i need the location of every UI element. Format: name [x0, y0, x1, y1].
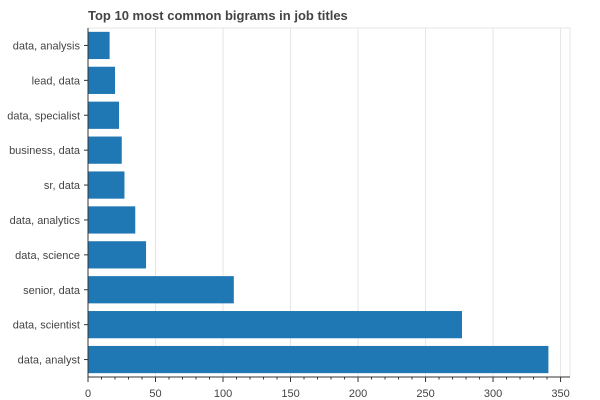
y-tick-label: senior, data	[23, 285, 81, 297]
y-tick-label: data, analytics	[10, 215, 81, 227]
y-tick-label: data, science	[15, 250, 80, 262]
bars-layer	[88, 31, 549, 374]
bar	[88, 31, 110, 60]
x-tick-label: 200	[349, 388, 367, 400]
bar	[88, 206, 136, 234]
y-tick-label: data, scientist	[13, 320, 80, 332]
y-tick-label: data, specialist	[7, 110, 80, 122]
x-tick-label: 350	[551, 388, 569, 400]
axes-layer	[84, 28, 570, 382]
y-tick-label: business, data	[9, 145, 81, 157]
bar	[88, 345, 549, 374]
y-tick-label: data, analyst	[18, 355, 80, 367]
bar	[88, 171, 125, 199]
bar	[88, 101, 120, 129]
x-tick-label: 0	[85, 388, 91, 400]
x-tick-label: 300	[484, 388, 502, 400]
bar	[88, 66, 116, 94]
y-tick-label: lead, data	[32, 75, 81, 87]
grid-layer	[87, 27, 571, 377]
bar	[88, 311, 462, 339]
x-tick-label: 50	[149, 388, 161, 400]
bar	[88, 136, 122, 164]
bar	[88, 241, 147, 269]
bar	[88, 276, 234, 304]
chart-title: Top 10 most common bigrams in job titles	[88, 8, 348, 23]
x-tick-label: 150	[281, 388, 299, 400]
x-tick-label: 100	[214, 388, 232, 400]
y-tick-label: data, analysis	[13, 40, 81, 52]
labels-layer: data, analysis lead, data data, specialist…	[7, 40, 569, 400]
x-tick-label: 250	[416, 388, 434, 400]
y-tick-label: sr, data	[44, 180, 81, 192]
